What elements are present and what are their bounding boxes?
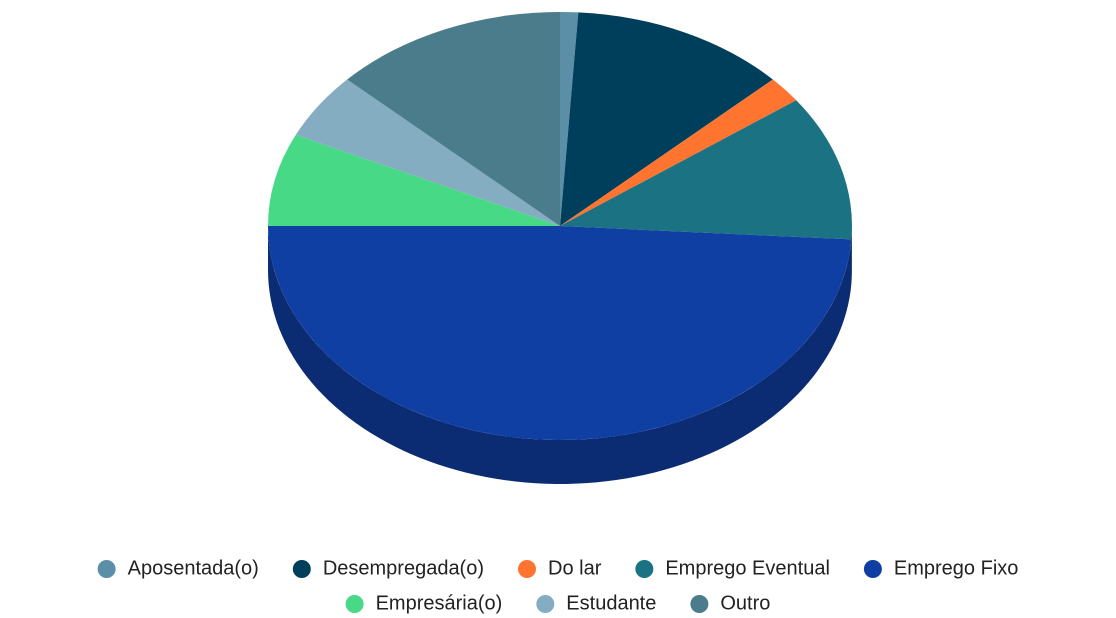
legend-label: Estudante xyxy=(566,592,656,614)
legend-swatch xyxy=(635,560,654,578)
legend-label: Emprego Eventual xyxy=(665,557,830,579)
legend-label: Outro xyxy=(720,592,770,614)
slice xyxy=(268,134,560,226)
slice xyxy=(268,226,852,440)
slice xyxy=(560,12,579,226)
legend: Aposentada(o) Desempregada(o) Do lar Empreg… xyxy=(97,557,1019,614)
legend-label: Do lar xyxy=(548,557,602,579)
legend-swatch xyxy=(97,560,116,578)
legend-label: Desempregada(o) xyxy=(323,557,484,579)
slice-side xyxy=(851,226,852,284)
legend-swatch xyxy=(690,595,709,613)
legend-swatch xyxy=(518,560,537,578)
legend-swatch xyxy=(536,595,555,613)
legend-label: Empresária(o) xyxy=(376,592,503,614)
legend-label: Aposentada(o) xyxy=(128,557,259,579)
slice xyxy=(347,12,560,226)
slice xyxy=(560,12,773,226)
slice-side xyxy=(268,226,852,484)
slice xyxy=(295,79,560,226)
slice xyxy=(560,100,852,240)
legend-swatch xyxy=(292,560,311,578)
legend-swatch xyxy=(863,560,882,578)
legend-label: Emprego Fixo xyxy=(894,557,1019,579)
slice xyxy=(560,79,797,226)
pie xyxy=(268,12,852,484)
legend-swatch xyxy=(345,595,364,613)
